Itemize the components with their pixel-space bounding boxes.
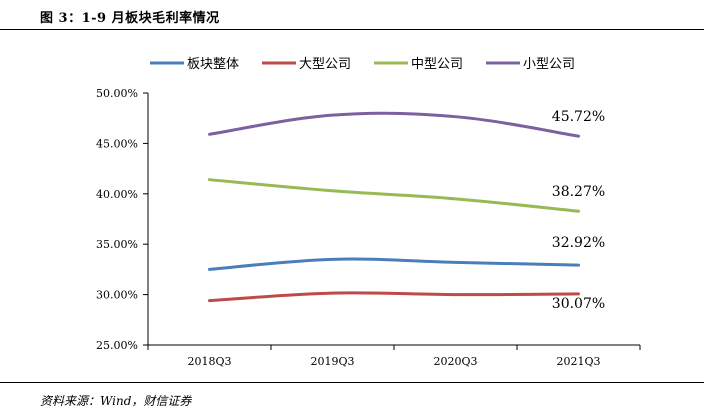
series-line-3: [208, 111, 580, 138]
line-chart: 板块整体 大型公司 中型公司 小型公司 25.00% 30.00% 35.00% 40.00…: [96, 57, 641, 368]
y-tick-label: 40.00%: [96, 188, 138, 201]
data-label-1: 30.07%: [552, 296, 605, 312]
y-tick-label: 50.00%: [96, 87, 138, 100]
legend-label-1: 大型公司: [299, 57, 351, 72]
x-tick-label: 2018Q3: [187, 355, 231, 368]
figure-title-bar: 图 3：1-9 月板块毛利率情况: [0, 0, 704, 30]
legend-label-2: 中型公司: [411, 57, 463, 72]
chart-end-labels: 32.92% 30.07% 38.27% 45.72%: [552, 109, 605, 312]
figure-title: 图 3：1-9 月板块毛利率情况: [40, 11, 220, 26]
x-tick-label: 2021Q3: [556, 355, 600, 368]
legend-label-0: 板块整体: [187, 57, 239, 72]
data-label-3: 45.72%: [552, 109, 605, 125]
y-tick-label: 45.00%: [96, 137, 138, 150]
chart-legend: 板块整体 大型公司 中型公司 小型公司: [150, 57, 575, 72]
chart-axes: 25.00% 30.00% 35.00% 40.00% 45.00% 50.00% 2018…: [96, 87, 641, 368]
x-tick-label: 2019Q3: [310, 355, 354, 368]
series-line-2: [208, 178, 580, 213]
y-tick-label: 35.00%: [96, 238, 138, 251]
series-line-0: [208, 257, 580, 271]
figure-source: 资料来源：Wind，财信证券: [40, 394, 192, 408]
x-tick-label: 2020Q3: [433, 355, 477, 368]
y-tick-label: 30.00%: [96, 289, 138, 302]
data-label-0: 32.92%: [552, 235, 605, 251]
legend-label-3: 小型公司: [523, 57, 575, 72]
y-tick-label: 25.00%: [96, 339, 138, 352]
figure-source-bar: 资料来源：Wind，财信证券: [0, 382, 704, 416]
data-label-2: 38.27%: [552, 184, 605, 200]
series-line-1: [208, 291, 580, 303]
chart-series: [208, 111, 580, 303]
